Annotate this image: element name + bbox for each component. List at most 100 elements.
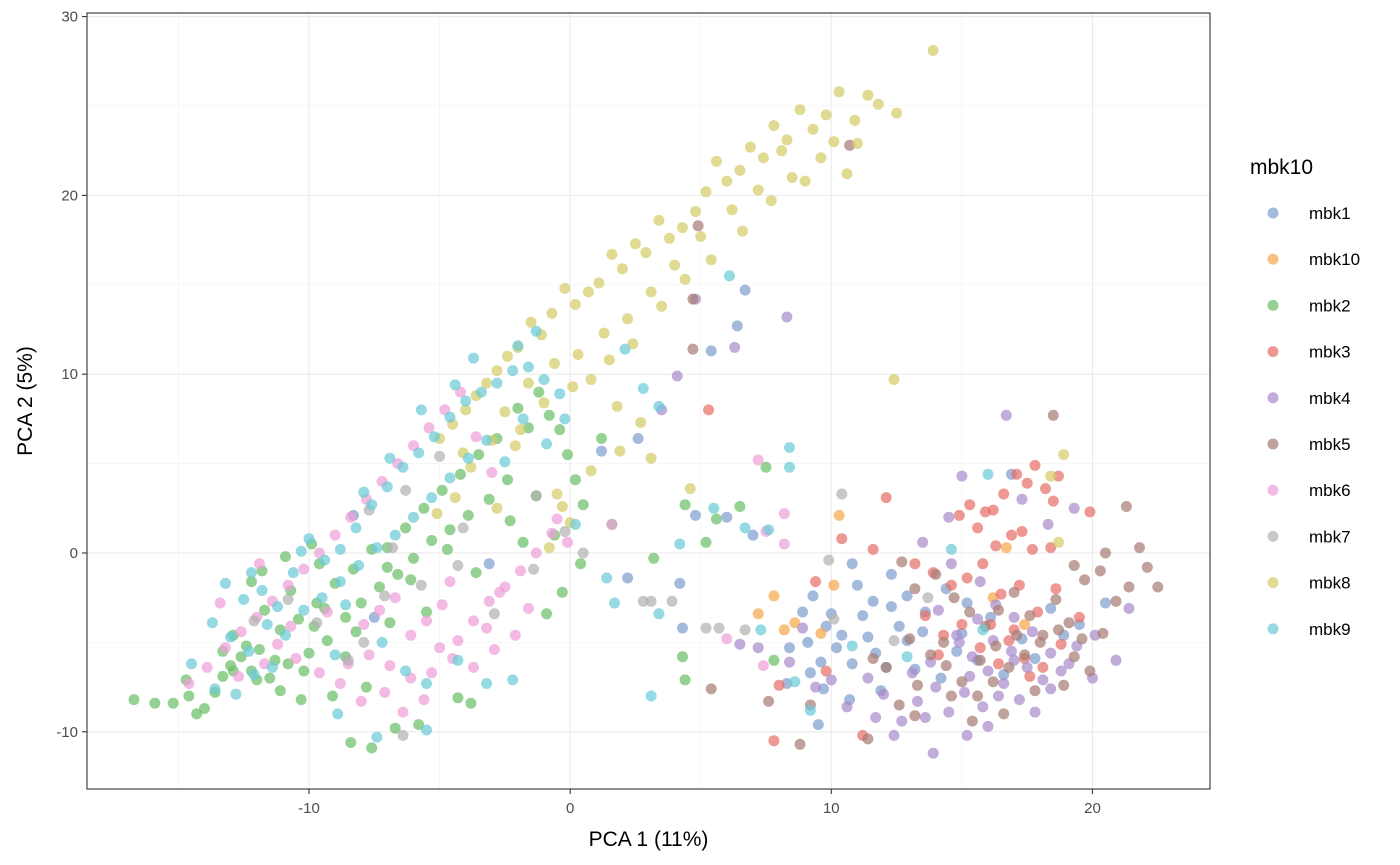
legend-key [1267, 577, 1279, 589]
data-point [833, 86, 845, 98]
data-point [849, 114, 861, 126]
data-point [1008, 611, 1020, 623]
data-point [530, 325, 542, 337]
data-point [280, 629, 291, 641]
data-point [486, 467, 498, 478]
data-point [614, 445, 626, 457]
data-point [757, 660, 769, 672]
data-point [1037, 674, 1049, 686]
data-point [1016, 526, 1028, 537]
legend-key [1267, 346, 1279, 358]
data-point [990, 640, 1002, 652]
data-point [1006, 529, 1017, 541]
data-point [752, 454, 764, 466]
legend-key [1267, 392, 1279, 404]
data-point [593, 277, 605, 289]
legend-key [1267, 207, 1279, 219]
data-point [332, 708, 344, 720]
data-point [363, 649, 375, 661]
data-point [522, 602, 534, 614]
data-point [358, 619, 370, 630]
data-point [397, 729, 409, 741]
data-point [1029, 706, 1041, 718]
legend-items: mbk1 mbk10 mbk2 mbk3 mbk4 mbk5 mbk6 mbk7 mbk8 mbk… [1267, 204, 1360, 639]
data-point [862, 89, 874, 101]
data-point [248, 615, 260, 627]
data-point [530, 490, 542, 502]
data-point [577, 547, 589, 559]
data-point [585, 374, 597, 385]
data-point [298, 563, 310, 575]
data-point [1000, 542, 1012, 554]
data-point [982, 665, 994, 677]
data-point [789, 617, 801, 629]
data-point [724, 270, 735, 282]
data-point [219, 642, 231, 654]
data-point [927, 747, 939, 759]
data-point [428, 431, 440, 443]
data-point [906, 667, 918, 679]
data-point [930, 681, 942, 693]
data-point [481, 678, 493, 689]
data-point [585, 465, 597, 477]
data-point [468, 615, 479, 627]
legend-item-mbk5: mbk5 [1267, 435, 1351, 454]
legend-label: mbk2 [1309, 296, 1351, 315]
data-point [846, 658, 858, 670]
data-point [1013, 694, 1025, 706]
data-point [966, 715, 978, 727]
data-point [744, 141, 756, 153]
series-mbk10 [752, 509, 1031, 639]
data-point [1100, 547, 1111, 559]
data-point [893, 620, 905, 632]
legend-item-mbk1: mbk1 [1267, 204, 1351, 223]
data-point [768, 654, 780, 666]
legend-key [1267, 623, 1279, 635]
series-mbk8 [431, 45, 1070, 554]
data-point [828, 136, 840, 148]
data-point [1045, 542, 1057, 554]
legend-item-mbk6: mbk6 [1267, 481, 1351, 500]
data-point [1008, 586, 1020, 598]
data-point [802, 636, 814, 648]
data-point [784, 642, 795, 654]
data-point [582, 286, 594, 298]
data-point [1120, 501, 1132, 512]
data-point [974, 654, 986, 666]
data-point [687, 343, 699, 355]
data-point [421, 615, 432, 627]
data-point [653, 400, 665, 412]
data-point [1019, 649, 1031, 661]
data-point [509, 629, 521, 641]
data-point [243, 645, 255, 657]
data-point [282, 579, 294, 591]
data-point [815, 656, 827, 668]
data-point [930, 568, 942, 580]
legend-title: mbk10 [1250, 156, 1313, 179]
data-point [794, 104, 806, 116]
data-point [298, 665, 310, 677]
data-point [705, 254, 717, 266]
data-point [1042, 518, 1054, 530]
y-tick-label: 10 [61, 366, 78, 383]
data-point [502, 474, 513, 486]
data-point [977, 558, 989, 570]
data-point [389, 592, 401, 604]
data-point [948, 592, 960, 604]
data-point [408, 511, 419, 523]
y-tick-label: 20 [61, 187, 78, 204]
data-point [522, 377, 534, 389]
data-point [481, 622, 493, 634]
legend-item-mbk3: mbk3 [1267, 343, 1351, 362]
data-point [841, 168, 853, 180]
data-point [972, 522, 984, 534]
data-point [512, 402, 524, 414]
data-point [961, 729, 973, 741]
data-point [974, 642, 986, 654]
data-point [862, 733, 874, 745]
data-point [700, 622, 712, 634]
legend-item-mbk2: mbk2 [1267, 296, 1351, 315]
data-point [449, 379, 461, 391]
data-point [507, 365, 519, 377]
data-point [481, 434, 493, 446]
